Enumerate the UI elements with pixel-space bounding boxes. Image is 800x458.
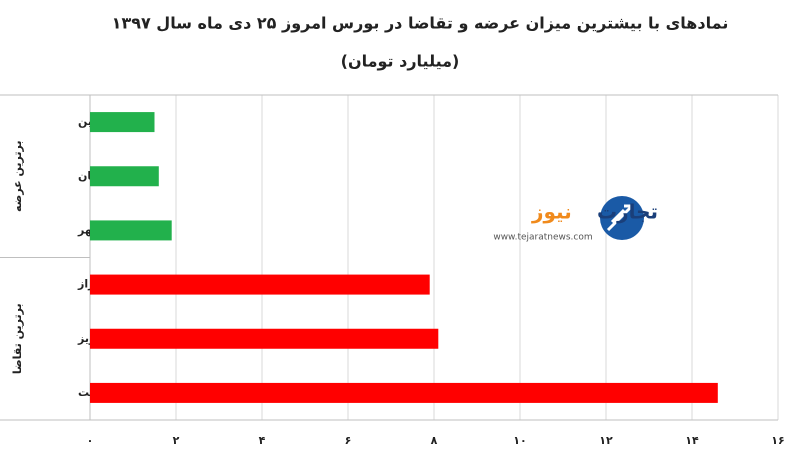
bar: [90, 220, 172, 241]
x-tick-label: ۱۰: [513, 434, 526, 447]
x-tick-label: ۱۶: [771, 434, 784, 447]
x-tick-label: ۱۴: [685, 434, 699, 447]
bar: [90, 382, 718, 403]
x-tick-label: ۱۲: [599, 434, 613, 447]
x-tick-label: ۸: [431, 434, 438, 447]
x-tick-label: ۴: [259, 434, 266, 447]
group-label: برترین عرضه: [11, 141, 24, 212]
logo-arrow: [606, 204, 634, 232]
chart-title: نمادهای با بیشترین میزان عرضه و تقاضا در…: [112, 14, 729, 33]
chart-subtitle: (میلیارد تومان): [341, 52, 460, 71]
bar: [90, 274, 430, 295]
group-label: برترین تقاضا: [11, 303, 24, 374]
x-tick-label: ۶: [345, 434, 352, 447]
logo-url: www.tejaratnews.com: [493, 233, 592, 243]
bar: [90, 112, 155, 133]
bar: [90, 328, 439, 349]
x-tick-label: ۰: [87, 434, 94, 447]
x-tick-label: ۲: [173, 434, 180, 447]
bar: [90, 166, 159, 187]
watermark: تجارت نیوز www.tejaratnews.com: [493, 196, 658, 243]
logo-word: تجارت: [597, 200, 658, 224]
logo-word: نیوز: [531, 200, 572, 224]
